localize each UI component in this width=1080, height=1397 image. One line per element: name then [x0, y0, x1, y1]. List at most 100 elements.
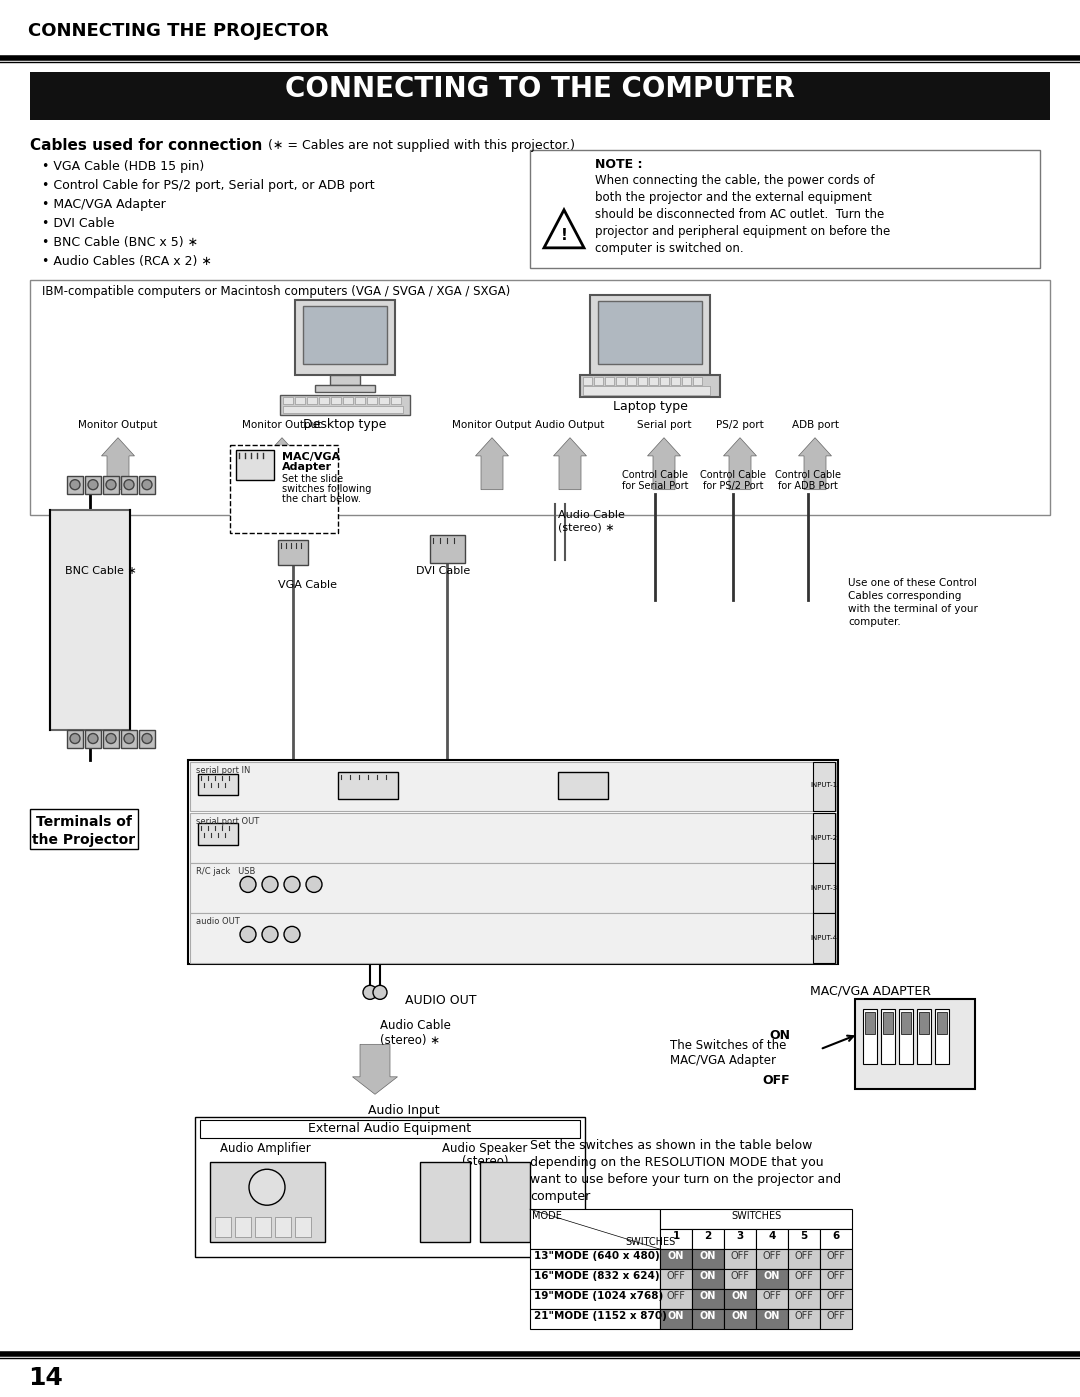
Bar [788, 1309, 820, 1329]
Text: ON: ON [764, 1312, 780, 1322]
Bar [198, 823, 238, 845]
Text: (stereo): (stereo) [462, 1155, 509, 1168]
Bar [583, 386, 710, 395]
Text: Audio Amplifier: Audio Amplifier [219, 1143, 310, 1155]
Text: OFF: OFF [730, 1252, 750, 1261]
Text: audio OUT: audio OUT [195, 918, 240, 926]
Text: Monitor Output: Monitor Output [453, 419, 531, 430]
Text: Audio Cable: Audio Cable [380, 1020, 450, 1032]
Bar [598, 300, 702, 363]
Bar [30, 279, 1050, 514]
Text: (∗ = Cables are not supplied with this projector.): (∗ = Cables are not supplied with this p… [268, 138, 575, 152]
Circle shape [70, 733, 80, 743]
Bar [307, 397, 318, 404]
Text: ON: ON [769, 1030, 789, 1042]
Bar [820, 1229, 852, 1249]
Bar [681, 377, 691, 384]
Text: 21"MODE (1152 x 870): 21"MODE (1152 x 870) [534, 1312, 666, 1322]
Text: 2: 2 [704, 1231, 712, 1241]
Text: for PS/2 Port: for PS/2 Port [703, 481, 764, 490]
Text: 13"MODE (640 x 480): 13"MODE (640 x 480) [534, 1252, 660, 1261]
Bar [855, 999, 975, 1090]
Polygon shape [352, 1045, 397, 1094]
Bar [820, 1270, 852, 1289]
Text: for Serial Port: for Serial Port [622, 481, 688, 490]
Bar [430, 535, 465, 563]
Text: the chart below.: the chart below. [282, 493, 361, 504]
Bar [756, 1309, 788, 1329]
Bar [230, 444, 338, 532]
Text: Audio Input: Audio Input [368, 1104, 440, 1118]
Text: Audio Speaker: Audio Speaker [443, 1143, 528, 1155]
Text: INPUT-2: INPUT-2 [810, 835, 837, 841]
Text: IBM-compatible computers or Macintosh computers (VGA / SVGA / XGA / SXGA): IBM-compatible computers or Macintosh co… [42, 285, 510, 298]
Text: computer is switched on.: computer is switched on. [595, 242, 744, 254]
Text: VGA Cable: VGA Cable [278, 580, 337, 590]
Text: Set the switches as shown in the table below: Set the switches as shown in the table b… [530, 1140, 812, 1153]
Text: PS/2 port: PS/2 port [716, 419, 764, 430]
Bar [530, 1210, 660, 1249]
Text: • DVI Cable: • DVI Cable [42, 217, 114, 231]
Bar [530, 1270, 660, 1289]
Bar [195, 1118, 585, 1257]
Bar [724, 1289, 756, 1309]
Polygon shape [544, 210, 584, 247]
Polygon shape [266, 437, 298, 490]
Bar [200, 1120, 580, 1139]
Text: OFF: OFF [762, 1074, 789, 1087]
Bar [190, 914, 836, 964]
Bar [883, 1013, 893, 1034]
Bar [638, 377, 647, 384]
Text: switches following: switches following [282, 483, 372, 493]
Bar [67, 729, 83, 747]
Text: DVI Cable: DVI Cable [416, 566, 470, 576]
Circle shape [373, 985, 387, 999]
Text: OFF: OFF [795, 1252, 813, 1261]
Text: When connecting the cable, the power cords of: When connecting the cable, the power cor… [595, 173, 875, 187]
Text: INPUT-1: INPUT-1 [810, 782, 838, 788]
Circle shape [87, 479, 98, 490]
Circle shape [262, 926, 278, 943]
Text: (stereo) ∗: (stereo) ∗ [380, 1034, 441, 1048]
Circle shape [124, 733, 134, 743]
Polygon shape [798, 437, 832, 490]
Text: MAC/VGA ADAPTER: MAC/VGA ADAPTER [810, 985, 931, 997]
Polygon shape [724, 437, 756, 490]
Bar [935, 1010, 949, 1065]
Bar [813, 813, 835, 863]
Text: Control Cable: Control Cable [775, 469, 841, 479]
Circle shape [124, 479, 134, 490]
Text: projector and peripheral equipment on before the: projector and peripheral equipment on be… [595, 225, 890, 237]
Bar [190, 863, 836, 914]
Bar [215, 1217, 231, 1238]
Bar [660, 1210, 852, 1229]
Text: SWITCHES: SWITCHES [731, 1211, 781, 1221]
Circle shape [106, 733, 116, 743]
Text: CONNECTING TO THE COMPUTER: CONNECTING TO THE COMPUTER [285, 75, 795, 103]
Bar [756, 1249, 788, 1270]
Bar [649, 377, 658, 384]
Bar [820, 1309, 852, 1329]
Bar [917, 1010, 931, 1065]
Text: Set the slide: Set the slide [282, 474, 343, 483]
Text: OFF: OFF [762, 1252, 782, 1261]
Text: OFF: OFF [795, 1271, 813, 1281]
Bar [480, 1162, 530, 1242]
Text: Monitor Output: Monitor Output [79, 419, 158, 430]
Text: serial port OUT: serial port OUT [195, 817, 259, 827]
Bar [901, 1013, 912, 1034]
Bar [391, 397, 401, 404]
Circle shape [240, 876, 256, 893]
Bar [295, 397, 305, 404]
Bar [558, 771, 608, 799]
Bar [693, 377, 702, 384]
Circle shape [106, 479, 116, 490]
Bar [692, 1289, 724, 1309]
Text: MAC/VGA Adapter: MAC/VGA Adapter [670, 1055, 777, 1067]
Bar [590, 295, 710, 374]
Text: AUDIO OUT: AUDIO OUT [405, 995, 476, 1007]
Bar [283, 405, 403, 412]
Bar [198, 774, 238, 795]
Bar [788, 1229, 820, 1249]
Text: INPUT-4: INPUT-4 [810, 936, 837, 942]
